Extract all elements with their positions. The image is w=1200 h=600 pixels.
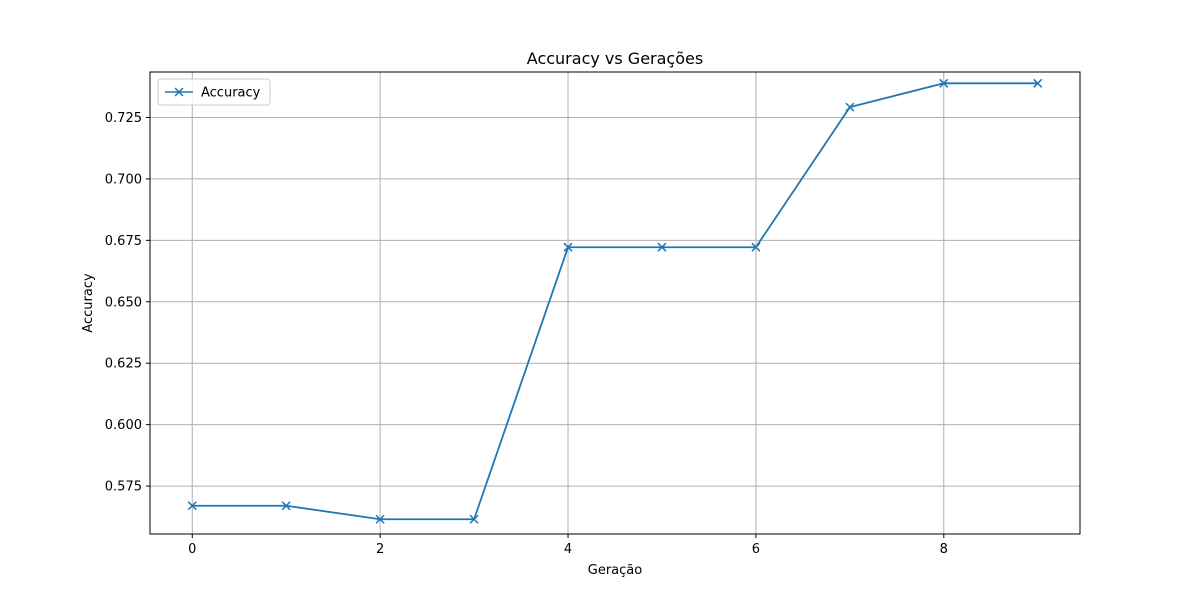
data-point: [939, 78, 949, 88]
data-point: [187, 501, 197, 511]
legend-box: [157, 78, 271, 106]
y-tick-label: 0.575: [105, 480, 142, 495]
x-axis-label: Geração: [588, 563, 642, 578]
data-point: [845, 102, 855, 112]
series-line-accuracy: [192, 82, 1038, 521]
data-point: [281, 501, 291, 511]
data-point: [563, 242, 573, 252]
grid: [150, 72, 1080, 534]
x-tick-label: 8: [940, 542, 948, 557]
data-point: [469, 514, 479, 524]
series-layer: [187, 78, 1043, 524]
data-point: [751, 242, 761, 252]
x-tick-label: 4: [564, 542, 572, 557]
x-tick-label: 6: [752, 542, 760, 557]
chart-title: Accuracy vs Gerações: [527, 49, 703, 68]
data-point: [375, 514, 385, 524]
y-tick-label: 0.675: [105, 234, 142, 249]
plot-frame: [149, 71, 1081, 535]
data-point: [1033, 78, 1043, 88]
y-axis-label: Accuracy: [81, 273, 96, 333]
y-tick-label: 0.700: [105, 172, 142, 187]
x-tick-label: 0: [188, 542, 196, 557]
y-tick-label: 0.725: [105, 111, 142, 126]
y-tick-label: 0.650: [105, 295, 142, 310]
x-tick-label: 2: [376, 542, 384, 557]
y-tick-label: 0.600: [105, 418, 142, 433]
legend-entry-accuracy: Accuracy: [201, 86, 261, 101]
data-point: [657, 242, 667, 252]
legend-marker-x: [174, 87, 184, 97]
axis-ticks: 0 2 4 6 8 0.575 0.600 0.625 0.650 0.675 0.700 0.725: [105, 111, 948, 557]
legend: Accuracy: [157, 78, 271, 106]
y-tick-label: 0.625: [105, 357, 142, 372]
